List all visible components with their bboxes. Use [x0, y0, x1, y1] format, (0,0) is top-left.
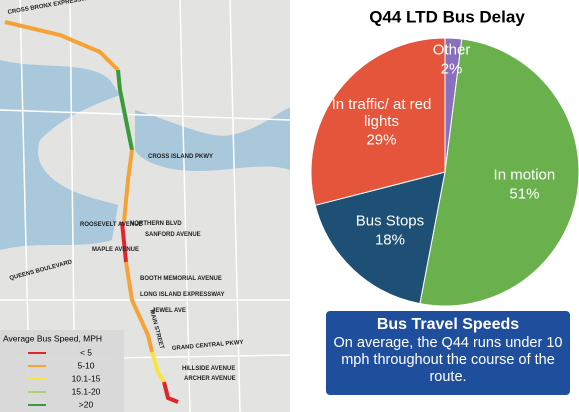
map-water — [135, 108, 290, 172]
slice-value: 2% — [440, 60, 463, 78]
map-legend: Average Bus Speed, MPH < 5 5-10 10.1-15 15.1… — [0, 330, 124, 412]
info-title: Bus Travel Speeds — [376, 316, 520, 333]
route-segment — [4, 20, 120, 72]
legend-box — [0, 330, 124, 412]
route — [4, 20, 179, 404]
pie — [310, 37, 579, 307]
route-segment — [150, 351, 166, 384]
map-label: SANFORD AVENUE — [145, 232, 201, 238]
slice-value: 51% — [509, 185, 540, 203]
slice-value: 29% — [366, 131, 397, 149]
info-text: On average, the Q44 runs under 10 mph th… — [333, 335, 563, 385]
route-segment — [120, 221, 128, 263]
map-label: HILLSIDE AVENUE — [182, 366, 235, 372]
legend-label: 5-10 — [77, 360, 94, 370]
slice-label: In motion — [493, 166, 556, 184]
info-box: Bus Travel Speeds On average, the Q44 ru… — [326, 311, 570, 395]
map-label: MAPLE AVENUE — [92, 247, 139, 253]
slice-label: Bus Stops — [355, 212, 425, 230]
map-label: ARCHER AVENUE — [184, 376, 236, 382]
legend-label: 10.1-15 — [72, 373, 101, 383]
pie-slice — [314, 171, 446, 305]
map-label: ROOSEVELT AVENUE — [80, 222, 143, 228]
legend-label: < 5 — [80, 347, 92, 357]
pie-slice — [310, 37, 446, 206]
slice-label: In traffic/ at red lights — [331, 95, 432, 130]
map-streets — [0, 0, 291, 412]
route-segment — [162, 381, 179, 404]
legend-label: 15.1-20 — [72, 386, 101, 396]
map-label: BOOTH MEMORIAL AVENUE — [140, 276, 222, 282]
route-segment — [122, 149, 134, 223]
slice-value: 18% — [374, 231, 405, 249]
map-water — [0, 60, 120, 250]
map-label: JEWEL AVE — [152, 308, 186, 314]
map-label: LONG ISLAND EXPRESSWAY — [140, 292, 224, 298]
route-segment — [116, 69, 134, 151]
legend-title: Average Bus Speed, MPH — [3, 333, 102, 343]
slice-label: Other — [432, 41, 471, 59]
pie-slice — [419, 38, 579, 307]
legend-label: >20 — [79, 399, 94, 409]
chart-title: Q44 LTD Bus Delay — [369, 7, 525, 26]
map-label: NORTHERN BLVD — [130, 221, 182, 227]
map-label: CROSS ISLAND PKWY — [148, 154, 213, 160]
route-segment — [124, 261, 154, 353]
